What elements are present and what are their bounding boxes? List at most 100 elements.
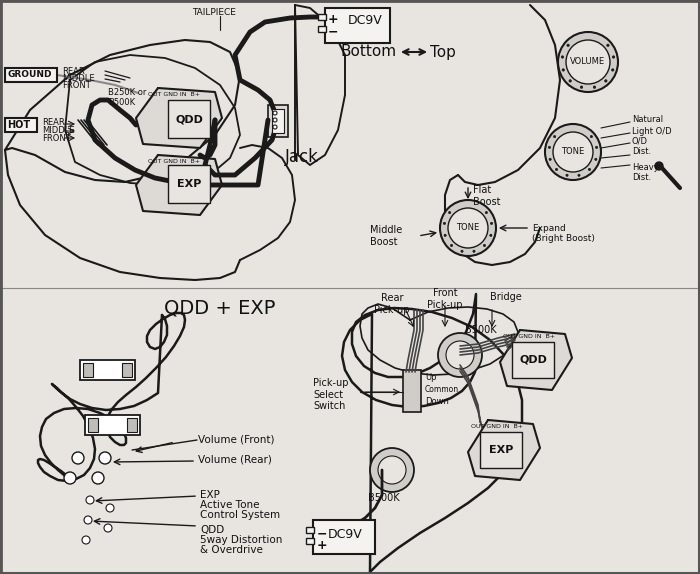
Text: Pick-up
Select
Switch: Pick-up Select Switch [313, 378, 349, 411]
Text: EXP: EXP [177, 179, 201, 189]
Circle shape [438, 333, 482, 377]
Bar [168, 100, 210, 138]
Circle shape [370, 448, 414, 492]
Text: Volume (Front): Volume (Front) [198, 435, 274, 445]
Bar [272, 109, 284, 133]
Text: Active Tone: Active Tone [200, 500, 260, 510]
Circle shape [549, 158, 551, 160]
Circle shape [99, 452, 111, 464]
Circle shape [590, 135, 592, 138]
Circle shape [449, 211, 451, 214]
Text: Bottom: Bottom [340, 45, 396, 60]
Text: DC9V: DC9V [348, 14, 383, 26]
Text: OUT GND IN  B+: OUT GND IN B+ [503, 334, 555, 339]
Text: Up: Up [425, 374, 437, 382]
Polygon shape [500, 330, 572, 390]
Bar [480, 432, 522, 468]
Text: QDD: QDD [175, 114, 203, 124]
Circle shape [106, 504, 114, 512]
Circle shape [555, 168, 558, 170]
Circle shape [473, 250, 475, 253]
Text: OUT GND IN  B+: OUT GND IN B+ [148, 159, 200, 164]
Circle shape [444, 234, 446, 236]
Circle shape [562, 69, 564, 71]
Bar [403, 370, 421, 412]
Text: Dist.: Dist. [632, 148, 651, 157]
Text: −: − [328, 26, 339, 39]
Polygon shape [136, 155, 222, 215]
Text: Heavy
Dist.: Heavy Dist. [632, 163, 659, 183]
Polygon shape [468, 420, 540, 480]
Text: GROUND: GROUND [7, 70, 52, 79]
Text: B250K or
B500K: B250K or B500K [108, 88, 146, 107]
Text: FRONT: FRONT [62, 81, 91, 90]
Circle shape [64, 472, 76, 484]
Circle shape [554, 135, 556, 138]
Circle shape [86, 496, 94, 504]
Circle shape [566, 40, 610, 84]
Text: OUT GND IN  B+: OUT GND IN B+ [471, 424, 523, 429]
Text: TONE: TONE [561, 148, 584, 157]
Text: QDD: QDD [519, 355, 547, 365]
Circle shape [612, 69, 614, 71]
Bar [168, 165, 210, 203]
Circle shape [553, 132, 593, 172]
Text: HOT: HOT [7, 120, 30, 130]
Circle shape [607, 44, 609, 46]
Circle shape [655, 162, 663, 170]
Text: +: + [317, 539, 328, 552]
Circle shape [485, 211, 487, 214]
Circle shape [72, 452, 84, 464]
Text: +: + [328, 13, 339, 26]
Circle shape [545, 124, 601, 180]
Text: EXP: EXP [200, 490, 220, 500]
Text: QDD + EXP: QDD + EXP [164, 298, 276, 317]
Circle shape [440, 200, 496, 256]
Text: Front
Pick-up: Front Pick-up [427, 288, 463, 309]
Circle shape [84, 516, 92, 524]
Circle shape [82, 536, 90, 544]
Text: B500K: B500K [368, 493, 400, 503]
Circle shape [484, 245, 486, 247]
Bar [5, 118, 37, 132]
Circle shape [443, 222, 445, 224]
Text: Top: Top [430, 45, 456, 60]
Text: MIDDLE: MIDDLE [42, 126, 75, 135]
Polygon shape [136, 88, 222, 148]
Circle shape [612, 56, 615, 58]
Circle shape [580, 86, 582, 88]
Text: EXP: EXP [489, 445, 513, 455]
Bar [80, 360, 135, 380]
Circle shape [596, 146, 598, 149]
Circle shape [595, 158, 597, 160]
Circle shape [104, 524, 112, 532]
Circle shape [273, 125, 277, 129]
Circle shape [273, 118, 277, 122]
Circle shape [490, 234, 492, 236]
Bar [325, 8, 390, 43]
Circle shape [567, 44, 569, 46]
Bar [306, 527, 314, 533]
Text: Natural: Natural [632, 115, 663, 125]
Text: Volume (Rear): Volume (Rear) [198, 455, 272, 465]
Bar [88, 418, 98, 432]
Text: MIDDLE: MIDDLE [62, 74, 94, 83]
Text: QDD: QDD [200, 525, 224, 535]
Circle shape [569, 80, 571, 82]
Circle shape [450, 245, 453, 247]
Text: DC9V: DC9V [328, 528, 363, 541]
Bar [5, 68, 57, 82]
Text: B500K: B500K [465, 325, 496, 335]
Text: 5way Distortion: 5way Distortion [200, 535, 282, 545]
Circle shape [605, 80, 607, 82]
Text: Jack: Jack [285, 148, 319, 166]
Bar [318, 26, 326, 32]
Bar [313, 520, 375, 554]
Circle shape [548, 146, 550, 149]
Bar [122, 363, 132, 377]
Circle shape [558, 32, 618, 92]
Circle shape [561, 56, 564, 58]
Text: Middle
Boost: Middle Boost [370, 225, 402, 247]
Bar [85, 415, 140, 435]
Text: O/D: O/D [632, 137, 648, 145]
